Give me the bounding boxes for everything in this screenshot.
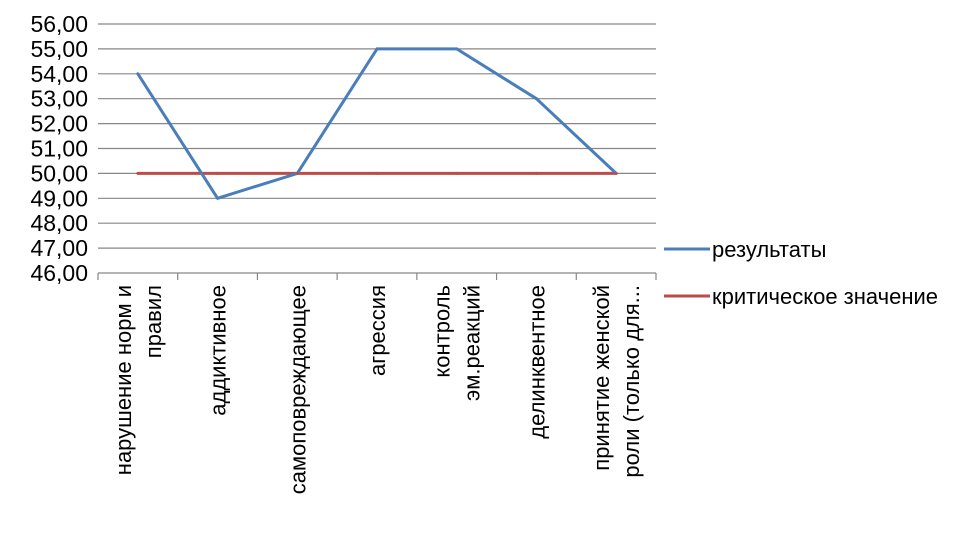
y-tick-label: 52,00 xyxy=(30,111,88,137)
y-tick-label: 51,00 xyxy=(30,136,88,162)
x-category-label: нарушение норм и правил xyxy=(111,285,166,475)
x-category-label-line: агрессия xyxy=(365,285,390,376)
y-tick-label: 55,00 xyxy=(30,36,88,62)
data-point xyxy=(216,171,220,175)
x-category-label-line: контроль xyxy=(430,285,455,378)
data-point xyxy=(216,196,220,200)
x-category-label-line: делинквентное xyxy=(524,285,549,439)
x-category-label-line: принятие женской xyxy=(589,285,614,471)
y-tick-label: 47,00 xyxy=(30,235,88,261)
legend: результаты критическое значение xyxy=(664,237,938,309)
legend-label: результаты xyxy=(712,237,826,262)
x-category-label: агрессия xyxy=(365,285,390,376)
y-tick-label: 50,00 xyxy=(30,160,88,186)
y-axis-tick-labels: 46,0047,0048,0049,0050,0051,0052,0053,00… xyxy=(30,11,88,286)
data-point xyxy=(614,171,618,175)
y-tick-label: 48,00 xyxy=(30,210,88,236)
x-axis: нарушение норм и правил аддиктивное самопов… xyxy=(97,273,657,494)
series-lines xyxy=(136,47,618,200)
x-category-label-line: правил xyxy=(141,285,166,358)
x-category-label: принятие женской роли (только для... xyxy=(589,285,644,478)
x-category-label-line: аддиктивное xyxy=(206,285,231,416)
gridlines xyxy=(98,23,656,274)
data-point xyxy=(534,171,538,175)
x-category-label-line: роли (только для... xyxy=(619,285,644,478)
x-category-label-line: самоповреждающее xyxy=(285,285,310,494)
x-category-label: самоповреждающее xyxy=(285,285,310,494)
data-point xyxy=(136,72,140,76)
x-category-label: контроль эм.реакций xyxy=(430,285,485,401)
x-category-label-line: нарушение норм и xyxy=(111,285,136,475)
data-point xyxy=(295,171,299,175)
y-tick-label: 54,00 xyxy=(30,61,88,87)
x-category-label-line: эм.реакций xyxy=(460,285,485,401)
legend-label: критическое значение xyxy=(712,284,938,309)
y-tick-label: 56,00 xyxy=(30,11,88,37)
x-category-label: делинквентное xyxy=(524,285,549,439)
data-point xyxy=(375,171,379,175)
data-point xyxy=(534,97,538,101)
data-point xyxy=(136,171,140,175)
y-tick-label: 49,00 xyxy=(30,185,88,211)
data-point xyxy=(375,47,379,51)
data-point xyxy=(455,171,459,175)
y-tick-label: 53,00 xyxy=(30,86,88,112)
data-point xyxy=(455,47,459,51)
y-tick-label: 46,00 xyxy=(30,260,88,286)
x-category-label: аддиктивное xyxy=(206,285,231,416)
